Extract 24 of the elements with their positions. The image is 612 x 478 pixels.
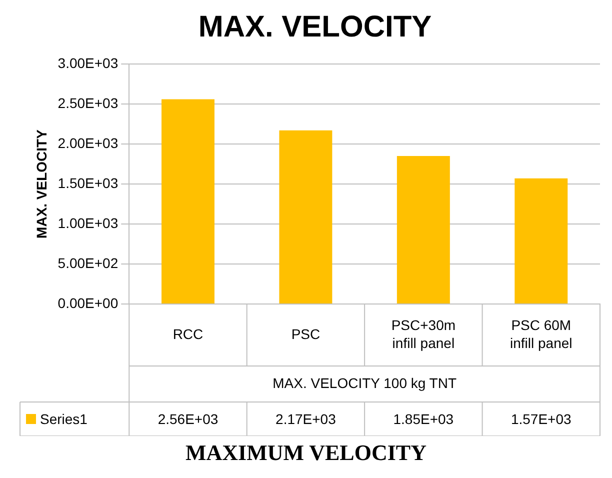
x-tick-label: RCC — [172, 326, 204, 342]
bar — [279, 130, 332, 304]
y-axis-title: MAX. VELOCITY — [33, 128, 50, 238]
y-tick-label: 1.50E+03 — [58, 174, 118, 191]
y-tick-label: 0.00E+00 — [58, 294, 118, 311]
text: MAXIMUM VELOCITY — [184, 440, 428, 466]
bar — [162, 99, 214, 304]
chart-title: MAX. VELOCITY — [198, 10, 432, 44]
x-tick-label: PSC+30m infill panel — [391, 316, 456, 351]
data-label: 2.17E+03 — [276, 410, 336, 427]
bar — [396, 156, 450, 304]
y-tick-label: 2.00E+03 — [58, 134, 118, 151]
bar — [514, 178, 568, 304]
x-tick-label: PSC — [291, 326, 320, 342]
x-axis-title: MAX. VELOCITY 100 kg TNT — [272, 374, 457, 391]
data-label: 1.57E+03 — [510, 410, 572, 427]
data-label: 2.56E+03 — [158, 410, 218, 427]
y-tick-label: 2.50E+03 — [58, 94, 118, 111]
x-tick-label: PSC 60M infill panel — [510, 316, 572, 351]
y-tick-label: 1.00E+03 — [58, 214, 118, 231]
legend-label: Series1 — [40, 410, 88, 427]
data-label: 1.85E+03 — [393, 410, 454, 427]
y-tick-label: 5.00E+02 — [58, 254, 118, 271]
y-tick-label: 3.00E+03 — [58, 54, 118, 71]
